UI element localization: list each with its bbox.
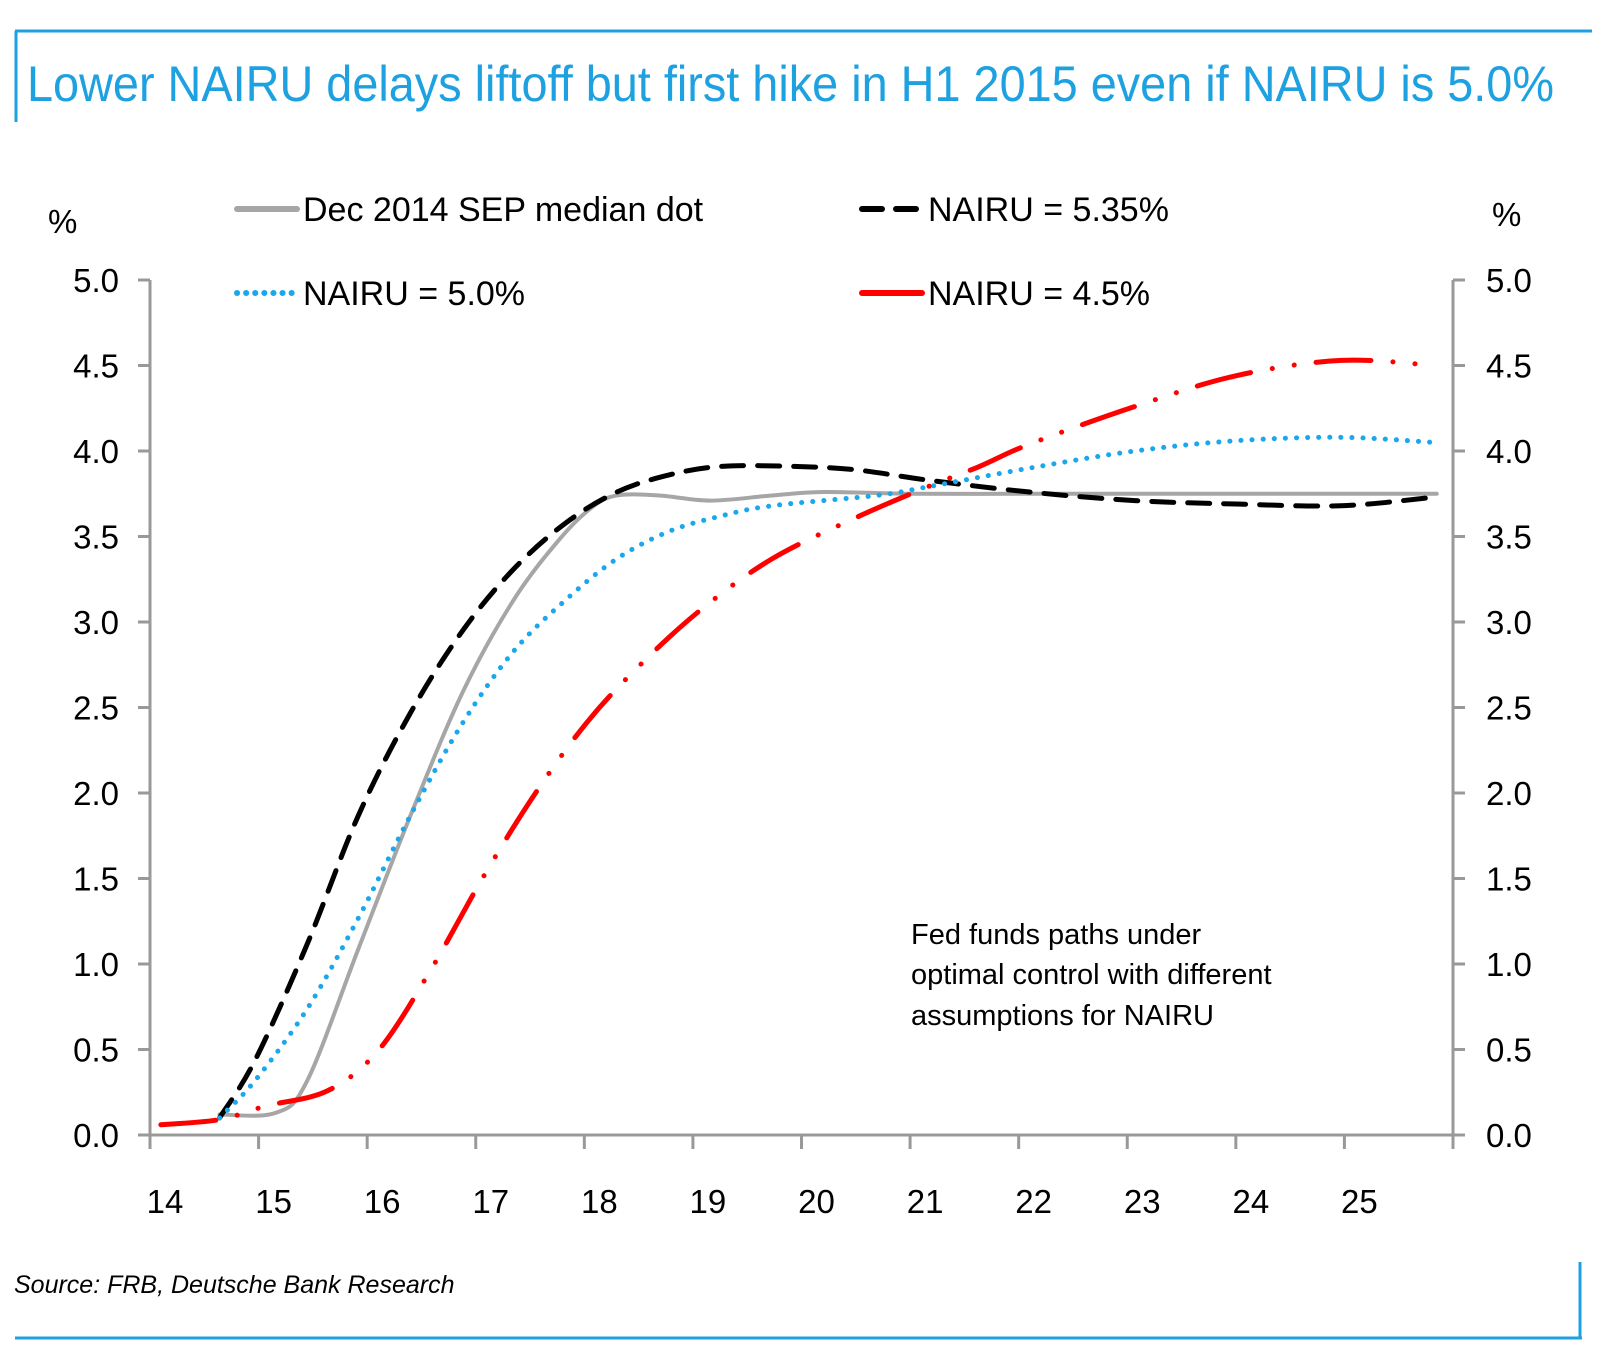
x-tick-label: 21 [907,1183,944,1220]
left-y-tick-label: 3.5 [73,519,119,556]
legend-label: NAIRU = 4.5% [928,275,1150,313]
x-tick-label: 18 [581,1183,618,1220]
right-y-tick-label: 3.5 [1486,519,1532,556]
annotation-line-3: assumptions for NAIRU [911,1000,1214,1032]
right-y-tick-label: 1.0 [1486,946,1532,983]
series-line-2 [216,463,1438,1121]
right-y-tick-label: 1.5 [1486,861,1532,898]
annotation-line-1: Fed funds paths under [911,919,1202,951]
x-tick-label: 20 [798,1183,835,1220]
legend-label: Dec 2014 SEP median dot [303,191,704,229]
right-y-tick-label: 2.5 [1486,690,1532,727]
x-tick-label: 16 [364,1183,401,1220]
series-line-3 [216,434,1438,1121]
x-tick-label: 25 [1341,1183,1378,1220]
x-tick-label: 17 [472,1183,509,1220]
left-y-tick-label: 3.0 [73,604,119,641]
left-y-tick-label: 0.5 [73,1032,119,1069]
left-y-tick-label: 5.0 [73,262,119,299]
left-y-tick-label: 4.0 [73,433,119,470]
left-y-tick-label: 1.5 [73,861,119,898]
right-y-tick-label: 3.0 [1486,604,1532,641]
right-y-tick-label: 2.0 [1486,775,1532,812]
left-y-tick-label: 0.0 [73,1117,119,1154]
left-y-tick-label: 2.0 [73,775,119,812]
right-y-unit: % [1492,196,1521,233]
x-tick-label: 19 [690,1183,727,1220]
x-tick-label: 15 [255,1183,292,1220]
left-y-tick-label: 2.5 [73,690,119,727]
right-y-tick-label: 0.0 [1486,1117,1532,1154]
x-tick-label: 14 [147,1183,184,1220]
series-line-1 [217,490,1439,1118]
left-y-tick-label: 4.5 [73,348,119,385]
right-y-tick-label: 4.0 [1486,433,1532,470]
right-y-tick-label: 0.5 [1486,1032,1532,1069]
series-line-4 [158,357,1438,1128]
source-note: Source: FRB, Deutsche Bank Research [14,1271,454,1299]
series-lines [158,357,1439,1128]
legend-label: NAIRU = 5.35% [928,191,1169,229]
legend: Dec 2014 SEP median dot NAIRU = 5.35% NAIR… [234,191,1169,313]
chart-title: Lower NAIRU delays liftoff but first hik… [27,56,1554,112]
x-tick-label: 22 [1015,1183,1052,1220]
right-y-tick-label: 5.0 [1486,262,1532,299]
axes: 0.0 0.0 0.5 0.5 1.0 1.0 1.5 1.5 2.0 2.0 2.5 2.5 3.0 3… [73,262,1532,1220]
left-y-unit: % [48,203,77,240]
x-tick-label: 23 [1124,1183,1161,1220]
legend-label: NAIRU = 5.0% [303,275,525,313]
right-y-tick-label: 4.5 [1486,348,1532,385]
x-tick-label: 24 [1232,1183,1269,1220]
annotation-line-2: optimal control with different [911,959,1272,991]
left-y-tick-label: 1.0 [73,946,119,983]
